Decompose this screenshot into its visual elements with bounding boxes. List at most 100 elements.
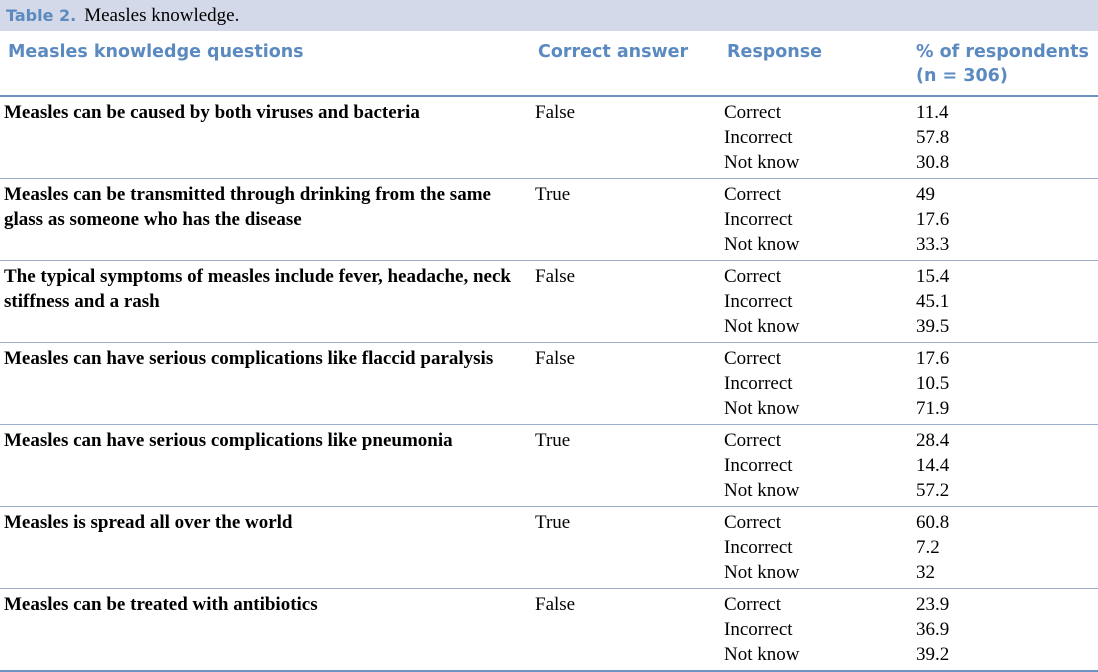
percent-value: 23.9 (916, 594, 950, 615)
correct-answer: False (535, 594, 576, 615)
correct-answer: False (535, 102, 576, 123)
response-cell: Correct Incorrect Not know (724, 182, 799, 257)
percent-value: 57.8 (916, 127, 950, 148)
table-row: Measles can be caused by both viruses an… (0, 97, 1098, 179)
response-label: Incorrect (724, 373, 793, 394)
percent-value: 15.4 (916, 266, 950, 287)
response-label: Incorrect (724, 537, 793, 558)
response-label: Correct (724, 594, 781, 615)
question-text: Measles can have serious complications l… (4, 430, 453, 451)
percent-value: 11.4 (916, 102, 949, 123)
percent-cell: 49 17.6 33.3 (916, 182, 949, 257)
response-label: Not know (724, 480, 800, 501)
percent-value: 28.4 (916, 430, 950, 451)
response-label: Correct (724, 102, 781, 123)
percent-cell: 23.9 36.9 39.2 (916, 592, 949, 667)
table-title: Measles knowledge. (84, 4, 240, 26)
percent-value: 7.2 (916, 537, 940, 558)
question-text: Measles is spread all over the world (4, 512, 293, 533)
percent-value: 30.8 (916, 152, 950, 173)
response-cell: Correct Incorrect Not know (724, 264, 799, 339)
response-label: Correct (724, 512, 781, 533)
percent-value: 39.5 (916, 316, 950, 337)
table-row: Measles can be treated with antibiotics F… (0, 589, 1098, 672)
question-cell: Measles can be treated with antibiotics (4, 592, 524, 617)
table-row: Measles can have serious complications l… (0, 425, 1098, 507)
response-label: Incorrect (724, 209, 793, 230)
table-label: Table 2. (6, 6, 77, 25)
table-row: The typical symptoms of measles include … (0, 261, 1098, 343)
response-label: Not know (724, 234, 800, 255)
question-cell: Measles can be transmitted through drink… (4, 182, 524, 232)
question-cell: Measles can be caused by both viruses an… (4, 100, 524, 125)
response-label: Not know (724, 316, 800, 337)
percent-value: 45.1 (916, 291, 950, 312)
correct-answer-cell: False (535, 100, 575, 125)
percent-value: 17.6 (916, 209, 950, 230)
percent-value: 39.2 (916, 644, 950, 665)
question-text: Measles can be transmitted through drink… (4, 184, 491, 230)
table-row: Measles can be transmitted through drink… (0, 179, 1098, 261)
correct-answer-cell: False (535, 346, 575, 371)
header-percent: % of respondents (n = 306) (916, 42, 1089, 86)
percent-value: 33.3 (916, 234, 950, 255)
table-row: Measles is spread all over the world True… (0, 507, 1098, 589)
correct-answer-cell: True (535, 182, 570, 207)
correct-answer: True (535, 430, 571, 451)
correct-answer: False (535, 348, 576, 369)
percent-cell: 60.8 7.2 32 (916, 510, 949, 585)
table-row: Measles can have serious complications l… (0, 343, 1098, 425)
table-caption: Table 2. Measles knowledge. (0, 0, 1098, 31)
response-label: Not know (724, 152, 800, 173)
correct-answer-cell: False (535, 264, 575, 289)
percent-cell: 15.4 45.1 39.5 (916, 264, 949, 339)
percent-value: 17.6 (916, 348, 950, 369)
header-response: Response (727, 42, 823, 62)
correct-answer: True (535, 184, 571, 205)
percent-value: 14.4 (916, 455, 950, 476)
correct-answer-cell: True (535, 510, 570, 535)
correct-answer: False (535, 266, 576, 287)
response-label: Correct (724, 430, 781, 451)
question-text: The typical symptoms of measles include … (4, 266, 511, 312)
response-label: Incorrect (724, 619, 793, 640)
percent-cell: 11.4 57.8 30.8 (916, 100, 949, 175)
header-question: Measles knowledge questions (8, 42, 304, 62)
response-cell: Correct Incorrect Not know (724, 592, 799, 667)
percent-value: 36.9 (916, 619, 950, 640)
response-cell: Correct Incorrect Not know (724, 346, 799, 421)
percent-value: 49 (916, 184, 935, 205)
response-cell: Correct Incorrect Not know (724, 428, 799, 503)
response-label: Incorrect (724, 291, 793, 312)
percent-value: 10.5 (916, 373, 950, 394)
response-label: Incorrect (724, 455, 793, 476)
response-cell: Correct Incorrect Not know (724, 510, 799, 585)
response-label: Not know (724, 644, 800, 665)
correct-answer-cell: True (535, 428, 570, 453)
percent-value: 57.2 (916, 480, 950, 501)
percent-cell: 17.6 10.5 71.9 (916, 346, 949, 421)
question-cell: Measles can have serious complications l… (4, 346, 524, 371)
response-cell: Correct Incorrect Not know (724, 100, 799, 175)
response-label: Not know (724, 562, 800, 583)
question-cell: Measles can have serious complications l… (4, 428, 524, 453)
response-label: Correct (724, 266, 781, 287)
table-header: Measles knowledge questions Correct answ… (0, 31, 1098, 97)
percent-value: 60.8 (916, 512, 950, 533)
question-cell: The typical symptoms of measles include … (4, 264, 524, 314)
question-text: Measles can be caused by both viruses an… (4, 102, 420, 123)
question-cell: Measles is spread all over the world (4, 510, 524, 535)
response-label: Correct (724, 348, 781, 369)
percent-value: 32 (916, 562, 935, 583)
response-label: Incorrect (724, 127, 793, 148)
percent-cell: 28.4 14.4 57.2 (916, 428, 949, 503)
percent-value: 71.9 (916, 398, 950, 419)
header-correct-answer: Correct answer (538, 42, 689, 62)
correct-answer-cell: False (535, 592, 575, 617)
question-text: Measles can have serious complications l… (4, 348, 494, 369)
response-label: Correct (724, 184, 781, 205)
table-body: Measles can be caused by both viruses an… (0, 97, 1098, 672)
response-label: Not know (724, 398, 800, 419)
correct-answer: True (535, 512, 571, 533)
question-text: Measles can be treated with antibiotics (4, 594, 318, 615)
